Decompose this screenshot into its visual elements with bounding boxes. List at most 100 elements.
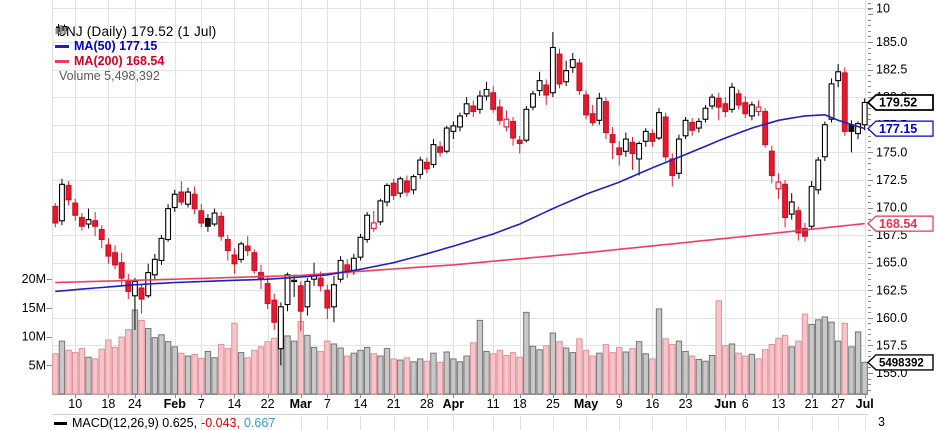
volume-bar xyxy=(217,344,225,395)
candle-body xyxy=(324,289,331,309)
candle-body xyxy=(689,121,696,131)
candle-body xyxy=(662,116,669,158)
volume-bar xyxy=(111,346,119,395)
candle-body xyxy=(549,46,556,94)
candle-body xyxy=(118,262,125,279)
volume-bar xyxy=(271,337,278,395)
candlesticks xyxy=(52,32,868,366)
candle-body xyxy=(616,147,623,156)
volume-bar xyxy=(781,334,789,395)
candle-body xyxy=(609,134,616,143)
candle-body xyxy=(277,306,284,350)
candle-body xyxy=(802,227,808,237)
candle-body xyxy=(748,104,755,117)
date-label: 7 xyxy=(198,397,205,411)
volume-bar xyxy=(158,334,165,395)
volume-bar xyxy=(317,350,324,395)
chart-legend: JNJ (Daily) 179.52 (1 Jul) MA(50) 177.15… xyxy=(55,24,217,84)
volume-bar xyxy=(489,353,497,395)
volume-bar xyxy=(310,346,318,395)
candle-body xyxy=(516,139,523,145)
candle-body xyxy=(397,178,404,194)
volume-bar xyxy=(191,353,198,395)
volume-bar xyxy=(582,349,590,395)
candle-body xyxy=(403,180,410,193)
candle-body xyxy=(138,287,145,300)
date-label: 13 xyxy=(771,397,785,411)
price-axis-label: 162.5 xyxy=(876,283,907,297)
volume-axis-labels: 5M 10M 15M 20M xyxy=(22,272,52,372)
macd-legend: MACD(12,26,9) 0.625, -0.043, 0.667 xyxy=(54,416,279,430)
volume-bar xyxy=(436,361,444,395)
volume-bar xyxy=(748,353,756,395)
volume-bar xyxy=(609,352,616,395)
date-label: 21 xyxy=(805,397,819,411)
candle-body xyxy=(211,212,218,225)
volume-bar xyxy=(198,357,205,395)
date-label: 18 xyxy=(101,397,115,411)
candle-body xyxy=(364,214,371,241)
volume-bar xyxy=(695,359,703,395)
ma50-line-swatch-icon xyxy=(55,45,69,48)
volume-axis-label: 15M xyxy=(22,301,46,315)
volume-bars xyxy=(52,300,868,395)
volume-bar xyxy=(138,319,145,395)
volume-bar xyxy=(616,346,623,395)
candle-body xyxy=(437,146,444,153)
date-label: 7 xyxy=(324,397,331,411)
volume-bar xyxy=(324,340,331,395)
volume-bar xyxy=(363,346,371,395)
ma200-line-swatch-icon xyxy=(55,60,69,63)
volume-bar xyxy=(775,337,782,395)
volume-bar xyxy=(569,352,576,395)
candle-body xyxy=(702,107,709,120)
candle-body xyxy=(642,130,649,142)
candle-body xyxy=(762,110,769,146)
price-axis-label: 165.0 xyxy=(876,256,907,270)
volume-bar xyxy=(562,347,570,395)
ma50-callout: 177.15 xyxy=(867,120,934,137)
volume-bar xyxy=(576,338,583,395)
volume-bar xyxy=(244,357,251,395)
candle-body xyxy=(795,210,802,234)
volume-bar xyxy=(443,351,450,395)
volume-bar xyxy=(728,343,736,395)
candle-body xyxy=(556,53,563,85)
volume-bar xyxy=(383,348,391,395)
candle-body xyxy=(331,284,337,308)
volume-bar xyxy=(151,337,159,395)
candle-body xyxy=(815,159,822,191)
candle-body xyxy=(204,217,211,227)
candle-body xyxy=(603,101,609,134)
candle-body xyxy=(112,252,118,266)
volume-bar xyxy=(370,353,377,395)
volume-bar xyxy=(118,336,125,395)
candle-body xyxy=(855,123,861,135)
last-price-callout-value: 179.52 xyxy=(879,96,917,110)
candle-body xyxy=(649,133,656,142)
volume-bar xyxy=(430,352,437,395)
candle-body xyxy=(185,191,191,205)
volume-bar xyxy=(669,344,676,395)
month-label: Jun xyxy=(714,397,736,411)
volume-bar xyxy=(350,352,358,395)
candle-body xyxy=(450,125,457,132)
volume-bar xyxy=(237,352,245,395)
candle-body xyxy=(264,283,271,305)
volume-bar xyxy=(463,355,470,395)
candle-body xyxy=(151,258,158,276)
price-axis-label: 170.0 xyxy=(876,201,907,215)
last-price-callout-box xyxy=(866,94,934,111)
volume-callout: 5498392 xyxy=(866,354,934,371)
volume-legend-row: Volume 5,498,392 xyxy=(55,25,217,84)
candle-body xyxy=(291,279,298,283)
ma50-callout-box xyxy=(867,120,934,137)
volume-bar xyxy=(211,357,218,395)
volume-bar xyxy=(589,355,596,395)
macd-pane-axis-label: 3 xyxy=(878,415,885,429)
volume-bar xyxy=(284,335,291,395)
volume-bar xyxy=(642,353,649,395)
candle-body xyxy=(503,118,510,128)
